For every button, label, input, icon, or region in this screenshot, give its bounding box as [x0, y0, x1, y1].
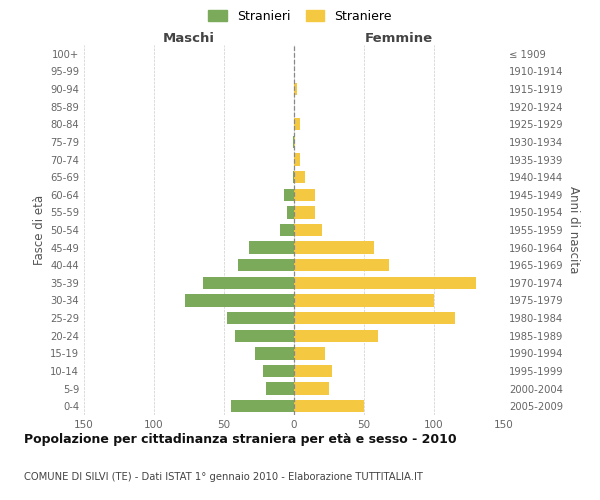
Text: Femmine: Femmine: [365, 32, 433, 45]
Bar: [294, 330, 378, 342]
Bar: [294, 365, 332, 377]
Bar: [294, 312, 455, 324]
Bar: [249, 242, 294, 254]
Bar: [263, 365, 294, 377]
Bar: [294, 347, 325, 360]
Bar: [294, 206, 315, 218]
Bar: [280, 224, 294, 236]
Bar: [294, 242, 374, 254]
Bar: [293, 171, 294, 183]
Bar: [294, 400, 364, 412]
Text: Maschi: Maschi: [163, 32, 215, 45]
Bar: [293, 136, 294, 148]
Bar: [266, 382, 294, 394]
Bar: [287, 206, 294, 218]
Bar: [284, 188, 294, 201]
Bar: [235, 330, 294, 342]
Bar: [203, 276, 294, 289]
Bar: [238, 259, 294, 272]
Bar: [255, 347, 294, 360]
Legend: Stranieri, Straniere: Stranieri, Straniere: [205, 6, 395, 26]
Bar: [294, 118, 299, 130]
Bar: [294, 171, 305, 183]
Bar: [294, 276, 476, 289]
Bar: [294, 83, 297, 95]
Bar: [294, 136, 295, 148]
Bar: [294, 382, 329, 394]
Bar: [294, 294, 434, 306]
Bar: [294, 259, 389, 272]
Bar: [294, 188, 315, 201]
Bar: [294, 224, 322, 236]
Text: Popolazione per cittadinanza straniera per età e sesso - 2010: Popolazione per cittadinanza straniera p…: [24, 432, 457, 446]
Y-axis label: Fasce di età: Fasce di età: [33, 195, 46, 265]
Y-axis label: Anni di nascita: Anni di nascita: [567, 186, 580, 274]
Bar: [231, 400, 294, 412]
Bar: [185, 294, 294, 306]
Text: COMUNE DI SILVI (TE) - Dati ISTAT 1° gennaio 2010 - Elaborazione TUTTITALIA.IT: COMUNE DI SILVI (TE) - Dati ISTAT 1° gen…: [24, 472, 423, 482]
Bar: [294, 154, 299, 166]
Bar: [227, 312, 294, 324]
